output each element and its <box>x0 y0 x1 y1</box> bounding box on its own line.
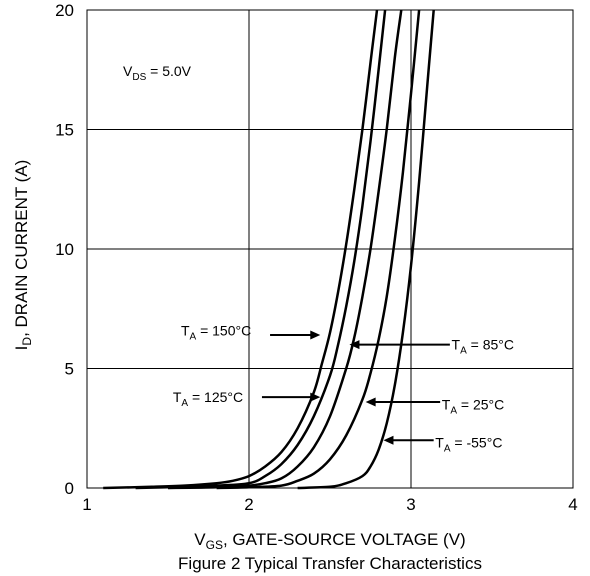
y-tick-label: 15 <box>55 121 74 140</box>
x-tick-label: 2 <box>244 495 253 514</box>
y-axis-title: ID, DRAIN CURRENT (A) <box>12 160 34 351</box>
y-tick-label: 10 <box>55 240 74 259</box>
plot-area-frame <box>86 9 574 489</box>
series-label-4: TA = -55°C <box>435 435 502 455</box>
series-label-0: TA = 150°C <box>181 322 251 342</box>
series-line-1 <box>135 9 387 490</box>
series-line-4 <box>297 9 435 490</box>
annotation-arrowhead <box>310 330 321 340</box>
series-lines <box>103 9 435 490</box>
figure-caption: Figure 2 Typical Transfer Characteristic… <box>178 554 482 573</box>
x-tick-label: 3 <box>406 495 415 514</box>
xlabel-sub: GS <box>206 538 223 552</box>
series-label-2: TA = 85°C <box>452 337 514 357</box>
condition-rest: = 5.0V <box>146 63 191 79</box>
series-annotations: TA = 150°C TA = 85°C TA = 125°C TA = 25°C TA… <box>173 322 514 454</box>
condition-sub: DS <box>132 72 146 83</box>
x-tick-labels: 1 2 3 4 <box>82 495 577 514</box>
test-condition-label: VDS = 5.0V <box>123 63 192 83</box>
xlabel-rest: , GATE-SOURCE VOLTAGE (V) <box>223 530 466 549</box>
annotation-arrowhead <box>383 435 394 445</box>
annotation-arrowhead <box>365 397 376 407</box>
x-axis-title: VGS, GATE-SOURCE VOLTAGE (V) <box>194 530 465 552</box>
series-label-1: TA = 125°C <box>173 389 243 409</box>
y-tick-label: 20 <box>55 1 74 20</box>
xlabel-main: V <box>194 530 206 549</box>
series-line-2 <box>167 9 403 490</box>
series-label-3: TA = 25°C <box>442 396 504 416</box>
series-line-3 <box>216 9 421 490</box>
ylabel-rest: , DRAIN CURRENT (A) <box>12 160 31 337</box>
annotation-arrowhead <box>310 392 321 402</box>
y-tick-labels: 0 5 10 15 20 <box>55 1 74 498</box>
x-tick-label: 1 <box>82 495 91 514</box>
ylabel-sub: D <box>20 337 34 346</box>
y-tick-label: 0 <box>65 479 74 498</box>
condition-main: V <box>123 63 133 79</box>
series-line-0 <box>103 9 379 490</box>
x-tick-label: 4 <box>568 495 577 514</box>
ylabel-main: I <box>12 346 31 351</box>
y-tick-label: 5 <box>65 360 74 379</box>
annotation-arrowhead <box>349 340 360 350</box>
